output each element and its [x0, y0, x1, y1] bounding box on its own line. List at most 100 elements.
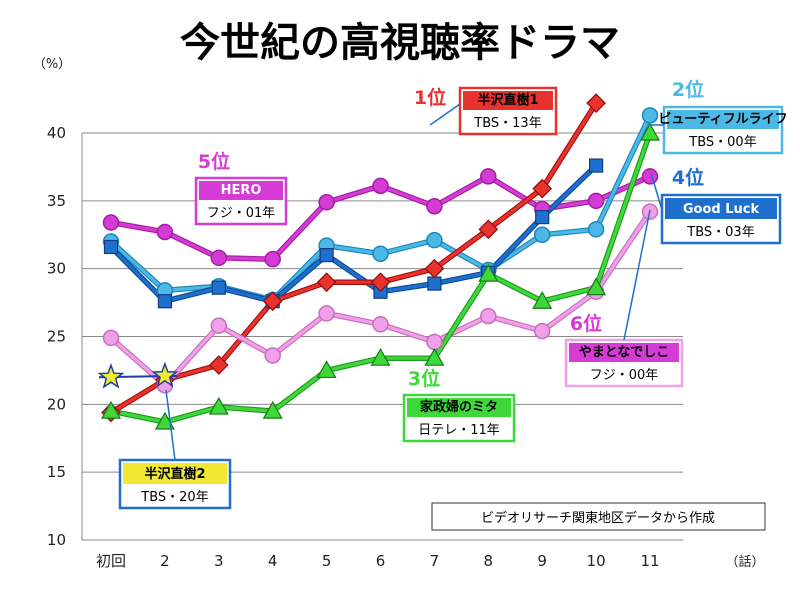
- series-line-hanzawa1: [110, 102, 598, 414]
- marker-beautiful: [587, 221, 605, 238]
- series-label-hero: HERO フジ・01年 5位: [194, 150, 288, 226]
- marker-beautiful: [533, 226, 551, 243]
- marker-goodluck: [157, 294, 172, 309]
- series-labels: HERO フジ・01年 5位 ビューティフルライフ TBS・00年 2位 Good Luck…: [118, 78, 788, 510]
- series-label-goodluck: Good Luck TBS・03年 4位: [650, 166, 782, 245]
- label-name: 半沢直樹2: [144, 466, 205, 482]
- series-label-hanzawa2: 半沢直樹2 TBS・20年: [118, 389, 232, 510]
- marker-goodluck: [427, 276, 442, 291]
- x-tick-label: 11: [640, 552, 659, 570]
- y-tick-label: 20: [47, 395, 66, 413]
- marker-hero: [318, 193, 335, 211]
- label-sub: TBS・20年: [140, 490, 208, 505]
- y-tick-label: 30: [47, 260, 66, 278]
- source-note: ビデオリサーチ関東地区データから作成: [481, 510, 715, 526]
- label-sub: TBS・03年: [686, 225, 754, 240]
- marker-goodluck: [535, 210, 550, 225]
- y-tick-label: 25: [47, 328, 66, 346]
- label-name-bg: [123, 463, 227, 484]
- marker-kaseifu: [262, 400, 283, 419]
- label-sub: 日テレ・11年: [418, 423, 500, 438]
- marker-kaseifu: [586, 277, 607, 296]
- y-tick-label: 40: [47, 124, 66, 142]
- marker-yamato: [210, 317, 228, 334]
- marker-hanzawa1: [586, 93, 606, 114]
- series-label-hanzawa1: 半沢直樹1 TBS・13年 1位: [414, 86, 558, 136]
- x-tick-label: 2: [160, 552, 170, 570]
- marker-goodluck: [319, 248, 334, 263]
- y-tick-labels: 10 15 20 25 30 35 40: [47, 124, 66, 549]
- x-tick-label: 9: [537, 552, 547, 570]
- label-name: やまとなでしこ: [579, 345, 670, 360]
- label-name: Good Luck: [683, 202, 760, 217]
- marker-goodluck: [211, 280, 226, 295]
- series-label-beautiful: ビューティフルライフ TBS・00年 2位: [650, 78, 788, 155]
- x-tick-label: 3: [214, 552, 224, 570]
- marker-hero: [156, 223, 174, 241]
- marker-hanzawa1: [316, 272, 337, 293]
- marker-kaseifu: [208, 396, 229, 415]
- y-tick-label: 35: [47, 192, 66, 210]
- y-axis-unit: （%）: [33, 57, 71, 72]
- marker-hero: [264, 250, 281, 268]
- label-connector: [429, 103, 461, 126]
- x-tick-label: 5: [322, 552, 332, 570]
- series-line-goodluck: [109, 164, 598, 303]
- marker-kaseifu: [370, 347, 391, 366]
- label-rank: 5位: [198, 150, 230, 173]
- label-rank: 1位: [414, 86, 446, 109]
- label-sub: フジ・01年: [207, 206, 276, 221]
- y-tick-label: 10: [47, 531, 66, 549]
- marker-kaseifu: [100, 400, 122, 419]
- marker-hero: [102, 214, 120, 231]
- marker-hanzawa1: [208, 355, 229, 375]
- marker-hero: [480, 168, 497, 185]
- label-rank: 4位: [672, 166, 704, 189]
- x-tick-label: 6: [376, 552, 386, 570]
- label-connector: [165, 389, 176, 461]
- label-rank: 6位: [570, 312, 602, 335]
- marker-yamato: [102, 329, 120, 347]
- source-note-box: ビデオリサーチ関東地区データから作成: [431, 502, 766, 531]
- marker-beautiful: [641, 107, 659, 124]
- marker-hero: [426, 198, 443, 215]
- x-tick-label: 7: [430, 552, 440, 570]
- marker-hero: [372, 177, 389, 195]
- marker-beautiful: [426, 231, 443, 249]
- marker-hero: [210, 249, 228, 267]
- marker-hanzawa1: [532, 178, 553, 199]
- marker-kaseifu: [532, 291, 553, 309]
- marker-yamato: [264, 347, 281, 364]
- label-name-bg: [569, 343, 679, 362]
- label-connector: [623, 209, 651, 341]
- x-tick-label: 10: [587, 552, 606, 570]
- x-tick-label: 4: [268, 552, 278, 570]
- label-sub: TBS・00年: [688, 135, 756, 150]
- marker-hanzawa1: [424, 258, 445, 279]
- marker-hanzawa2: [151, 361, 179, 388]
- label-sub: TBS・13年: [473, 116, 541, 131]
- marker-yamato: [318, 305, 335, 322]
- marker-hanzawa2: [97, 362, 125, 389]
- marker-kaseifu: [424, 347, 445, 366]
- label-name: ビューティフルライフ: [658, 111, 787, 127]
- label-name-bg: [407, 398, 511, 417]
- marker-beautiful: [372, 245, 389, 262]
- marker-hero: [587, 192, 605, 210]
- marker-goodluck: [588, 158, 604, 173]
- marker-yamato: [533, 322, 551, 340]
- marker-hero: [641, 168, 659, 185]
- marker-kaseifu: [316, 360, 337, 379]
- label-rank: 3位: [408, 367, 440, 390]
- marker-hanzawa1: [370, 272, 391, 293]
- label-connector: [650, 172, 663, 211]
- y-tick-label: 15: [47, 463, 66, 481]
- x-tick-label: 8: [484, 552, 494, 570]
- label-name: 家政婦のミタ: [420, 399, 498, 415]
- marker-kaseifu: [639, 122, 661, 141]
- marker-yamato: [372, 316, 389, 333]
- label-sub: フジ・00年: [590, 368, 659, 383]
